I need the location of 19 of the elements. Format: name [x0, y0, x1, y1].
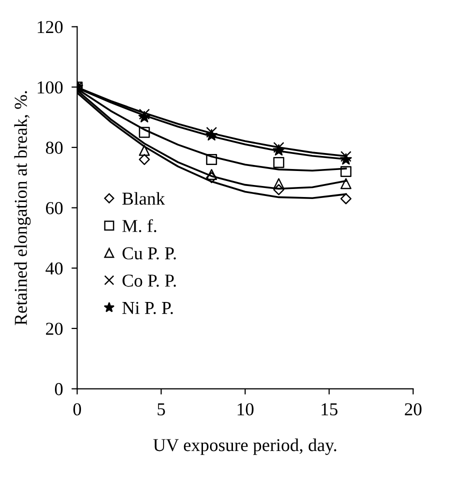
x-tick-label: 5: [158, 403, 165, 416]
y-tick-label: 40: [46, 262, 63, 275]
legend-label: Co P. P.: [122, 274, 176, 287]
x-tick-label: 15: [322, 403, 338, 416]
y-tick-label: 20: [46, 322, 63, 335]
x-tick-label: 20: [404, 403, 422, 416]
x-tick-label: 10: [238, 403, 254, 416]
y-tick-label: 80: [46, 142, 63, 154]
y-tick-label: 120: [38, 20, 63, 34]
legend-label: Ni P. P.: [122, 302, 173, 314]
x-tick-label: 0: [73, 403, 82, 416]
y-axis-title: Retained elongation at break, %.: [14, 91, 31, 326]
y-tick-label: 60: [46, 202, 63, 214]
legend-label: Cu P. P.: [122, 247, 176, 260]
y-tick-label: 100: [38, 81, 63, 94]
x-axis-title: UV exposure period, day.: [153, 438, 336, 455]
legend-label: Blank: [122, 192, 165, 205]
legend-label: M. f.: [122, 219, 156, 232]
y-tick-label: 0: [54, 383, 63, 396]
